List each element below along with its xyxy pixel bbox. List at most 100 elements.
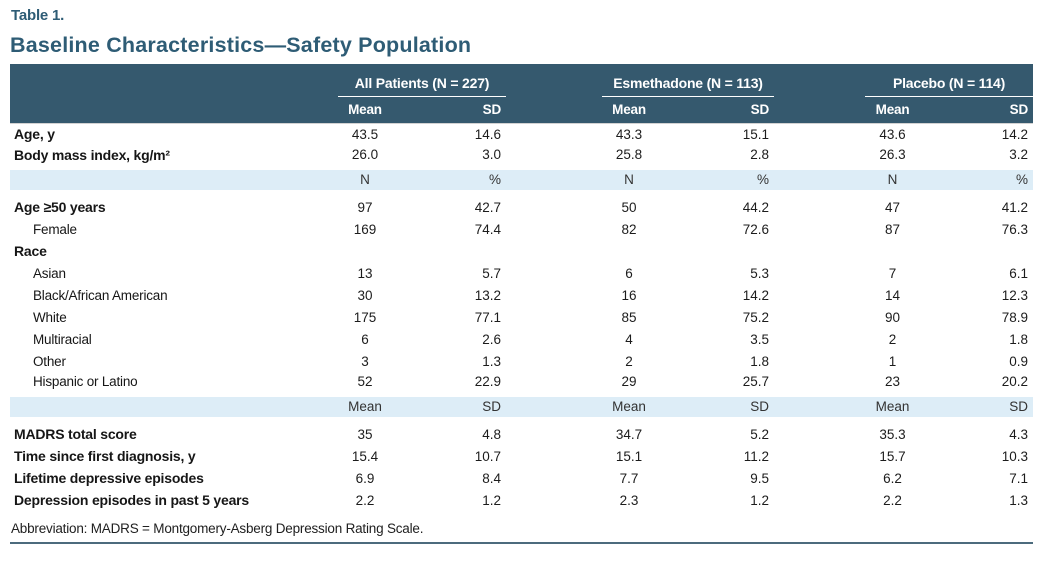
value-cell: 3.2	[1009, 147, 1029, 163]
value-cell: 6.9	[355, 470, 375, 486]
value-cell: 75.2	[742, 309, 770, 325]
value-cell: 72.6	[742, 221, 770, 237]
row-label: Depression episodes in past 5 years	[14, 492, 249, 508]
value-cell: 16	[621, 287, 637, 303]
value-cell	[920, 240, 1033, 262]
spacer-cell	[774, 306, 865, 328]
table-title: Baseline Characteristics—Safety Populati…	[10, 33, 472, 57]
value-cell: 3	[361, 353, 369, 369]
header-corner-cell	[10, 64, 338, 97]
value-cell	[656, 240, 774, 262]
row-label: Hispanic or Latino	[33, 374, 138, 390]
value-cell: 15.7	[879, 448, 906, 464]
spacer-cell	[506, 445, 602, 467]
header-spacer	[774, 64, 866, 97]
group-header-esmethadone: Esmethadone (N = 113)	[602, 64, 775, 97]
value-cell: 6	[361, 331, 369, 347]
value-cell: 90	[885, 309, 901, 325]
value-cell: 34.7	[615, 426, 643, 442]
table-row: Body mass index, kg/m² 26.0 3.0 25.8 2.8 26.3…	[10, 145, 1033, 167]
value-cell: 14.2	[742, 287, 770, 303]
value-cell: 3.0	[482, 147, 502, 163]
spacer-cell	[506, 284, 602, 306]
value-cell: 41.2	[1001, 199, 1029, 215]
group-header-label: Esmethadone (N = 113)	[602, 75, 775, 97]
spacer-cell	[506, 328, 602, 350]
value-cell: 87	[885, 221, 901, 237]
spacer-cell	[506, 123, 602, 145]
gap-row	[10, 191, 1034, 196]
table-row: Female 169 74.4 82 72.6 87 76.3	[10, 218, 1033, 240]
table-figure: Table 1. Baseline Characteristics—Safety…	[10, 7, 1034, 544]
value-cell: 30	[357, 287, 373, 303]
table-row: Hispanic or Latino 52 22.9 29 25.7 23 20.2	[10, 372, 1033, 394]
value-cell: 47	[885, 199, 901, 215]
band-stat-header: %	[392, 164, 507, 193]
table-row: MADRS total score 35 4.8 34.7 5.2 35.3 4.3	[10, 423, 1033, 445]
value-cell: 5.2	[750, 426, 770, 442]
band-label-cell	[10, 164, 338, 193]
baseline-characteristics-table: All Patients (N = 227) Esmethadone (N = …	[10, 64, 1034, 511]
stat-header-mean: Mean	[338, 97, 392, 124]
table-number-label: Table 1.	[11, 7, 65, 24]
gap-row	[10, 418, 1034, 423]
value-cell: 78.9	[1001, 309, 1029, 325]
value-cell: 50	[621, 199, 637, 215]
value-cell: 15.1	[742, 126, 770, 142]
spacer-cell	[774, 489, 865, 511]
spacer-cell	[774, 284, 865, 306]
bottom-rule	[10, 542, 1033, 544]
band-stat-header: SD	[920, 391, 1034, 420]
band-stat-header: %	[656, 164, 775, 193]
stat-header-sd: SD	[392, 97, 507, 124]
value-cell: 76.3	[1001, 221, 1029, 237]
table-row: Lifetime depressive episodes 6.9 8.4 7.7 9.5…	[10, 467, 1033, 489]
table-row: Age, y 43.5 14.6 43.3 15.1 43.6 14.2	[10, 123, 1033, 145]
table-row: White 175 77.1 85 75.2 90 78.9	[10, 306, 1033, 328]
value-cell: 7.1	[1009, 470, 1029, 486]
spacer-cell	[506, 240, 602, 262]
value-cell: 8.4	[482, 470, 502, 486]
stat-header-sd: SD	[920, 97, 1034, 124]
value-cell: 4.3	[1009, 426, 1029, 442]
table-row: Multiracial 6 2.6 4 3.5 2 1.8	[10, 328, 1033, 350]
spacer-cell	[774, 196, 865, 218]
table-row: Asian 13 5.7 6 5.3 7 6.1	[10, 262, 1033, 284]
value-cell: 6.2	[883, 470, 902, 486]
value-cell: 0.9	[1009, 353, 1029, 369]
band-stat-header: Mean	[865, 391, 921, 420]
value-cell: 14.2	[1001, 126, 1029, 142]
spacer-cell	[774, 372, 865, 394]
stat-header-row: Mean SD Mean SD Mean SD	[10, 97, 1034, 124]
value-cell: 29	[621, 374, 637, 390]
stat-header-mean: Mean	[602, 97, 657, 124]
row-label: Age, y	[14, 126, 55, 143]
spacer-cell	[774, 391, 866, 420]
spacer-cell	[506, 306, 602, 328]
value-cell: 10.7	[474, 448, 502, 464]
band-stat-header: N	[338, 164, 392, 193]
spacer-cell	[774, 423, 865, 445]
header-spacer	[506, 64, 603, 97]
group-header-placebo: Placebo (N = 114)	[865, 64, 1034, 97]
value-cell: 11.2	[743, 448, 770, 464]
value-cell: 2.3	[619, 492, 639, 508]
value-cell: 1.2	[482, 492, 502, 508]
value-cell: 1.3	[1009, 492, 1029, 508]
value-cell: 9.5	[750, 470, 770, 486]
value-cell: 2.6	[482, 331, 502, 347]
row-label: Body mass index, kg/m²	[14, 146, 170, 163]
stat-band-row: Mean SD Mean SD Mean SD	[10, 391, 1034, 420]
value-cell: 82	[621, 221, 637, 237]
table-header: All Patients (N = 227) Esmethadone (N = …	[10, 64, 1034, 124]
value-cell: 1.8	[1009, 331, 1029, 347]
table-row: Black/African American 30 13.2 16 14.2 14 12.3	[10, 284, 1033, 306]
spacer-cell	[774, 467, 865, 489]
spacer-cell	[774, 145, 865, 167]
value-cell: 1.8	[750, 353, 770, 369]
value-cell: 20.2	[1001, 374, 1029, 390]
spacer-cell	[506, 350, 602, 372]
value-cell	[338, 240, 392, 262]
stat-header-sd: SD	[656, 97, 775, 124]
value-cell: 52	[357, 374, 373, 390]
